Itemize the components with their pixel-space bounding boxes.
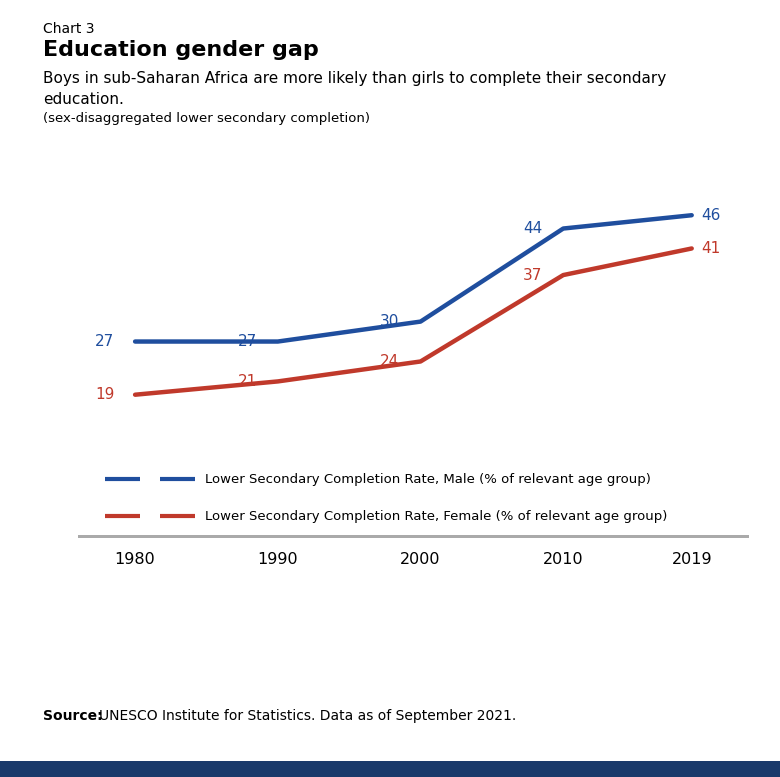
Text: Source:: Source:: [43, 709, 102, 723]
Text: 46: 46: [701, 207, 721, 223]
Text: 1990: 1990: [257, 552, 298, 566]
Text: Chart 3: Chart 3: [43, 22, 94, 36]
Text: 37: 37: [523, 267, 542, 283]
Text: 30: 30: [381, 314, 399, 329]
Text: 2000: 2000: [400, 552, 441, 566]
Text: Boys in sub-Saharan Africa are more likely than girls to complete their secondar: Boys in sub-Saharan Africa are more like…: [43, 71, 666, 107]
Text: 19: 19: [95, 387, 114, 402]
Text: 41: 41: [701, 241, 721, 256]
Text: 44: 44: [523, 221, 542, 236]
Text: (sex-disaggregated lower secondary completion): (sex-disaggregated lower secondary compl…: [43, 112, 370, 125]
Text: 2019: 2019: [672, 552, 712, 566]
Text: 21: 21: [238, 374, 257, 389]
Text: 24: 24: [381, 354, 399, 369]
Text: 27: 27: [95, 334, 114, 349]
Text: 27: 27: [238, 334, 257, 349]
Text: Lower Secondary Completion Rate, Male (% of relevant age group): Lower Secondary Completion Rate, Male (%…: [205, 472, 651, 486]
Text: Lower Secondary Completion Rate, Female (% of relevant age group): Lower Secondary Completion Rate, Female …: [205, 510, 668, 522]
Text: Education gender gap: Education gender gap: [43, 40, 319, 61]
Text: UNESCO Institute for Statistics. Data as of September 2021.: UNESCO Institute for Statistics. Data as…: [99, 709, 516, 723]
Text: 2010: 2010: [543, 552, 583, 566]
Text: 1980: 1980: [115, 552, 155, 566]
